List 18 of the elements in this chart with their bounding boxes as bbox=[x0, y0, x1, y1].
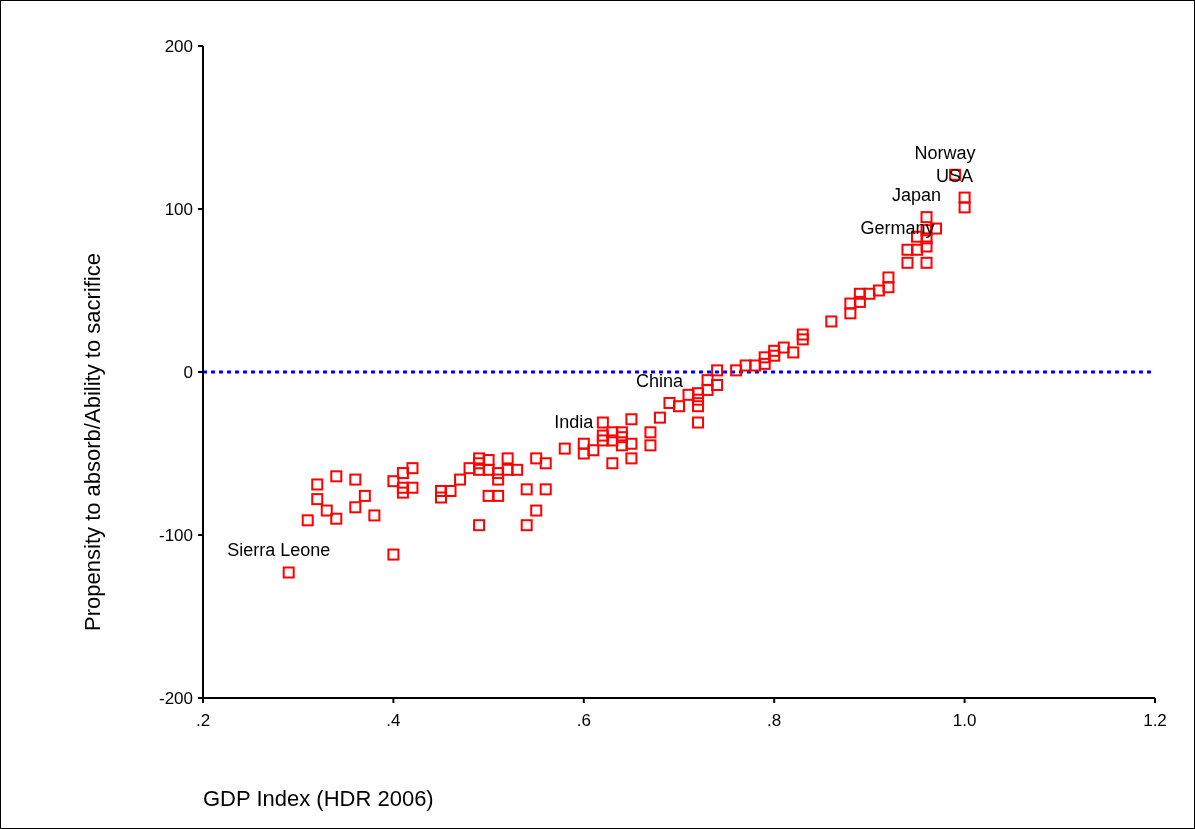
x-tick-label: .6 bbox=[576, 711, 591, 730]
annotation: Norway bbox=[914, 142, 976, 163]
y-tick-label: -200 bbox=[158, 688, 193, 708]
x-axis-title: GDP Index (HDR 2006) bbox=[203, 786, 434, 811]
annotation: Sierra Leone bbox=[227, 540, 331, 561]
y-tick-label: 100 bbox=[164, 199, 193, 219]
annotation: Japan bbox=[892, 185, 942, 206]
y-tick-label: -100 bbox=[158, 525, 193, 545]
x-tick-label: .2 bbox=[195, 711, 211, 730]
y-tick-label: 0 bbox=[183, 362, 193, 382]
y-axis-title: Propensity to absorb/Ability to sacrifice bbox=[80, 253, 105, 631]
x-tick-label: .4 bbox=[386, 711, 401, 730]
x-tick-label: 1.0 bbox=[952, 711, 977, 730]
x-tick-label: 1.2 bbox=[1143, 711, 1167, 730]
y-tick-label: 200 bbox=[164, 36, 193, 56]
annotation: China bbox=[635, 370, 684, 391]
annotation: India bbox=[554, 411, 595, 432]
x-tick-label: .8 bbox=[767, 711, 782, 730]
